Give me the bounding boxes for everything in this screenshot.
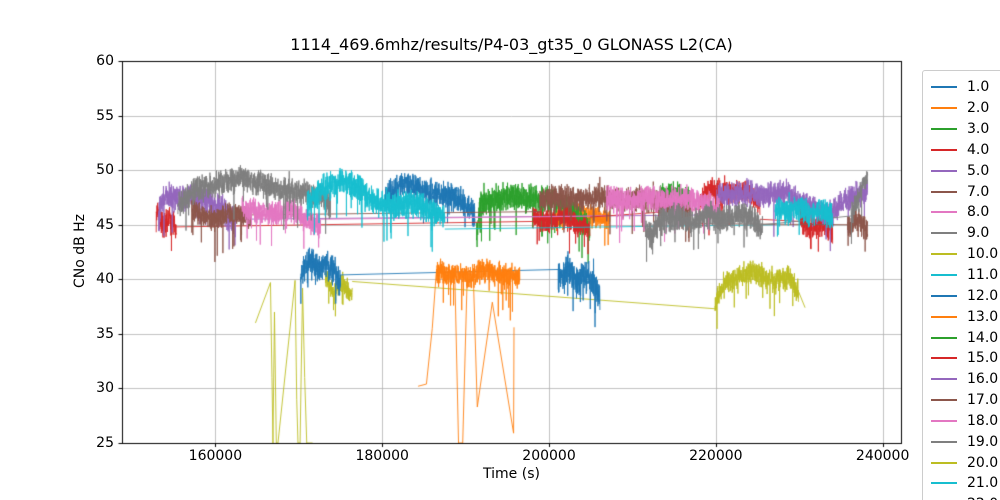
- legend-item-7.0: 7.0: [931, 181, 1000, 202]
- legend-line-sample: [931, 399, 957, 402]
- x-tick-160000: 160000: [188, 448, 243, 464]
- legend-item-4.0: 4.0: [931, 140, 1000, 161]
- legend-item-11.0: 11.0: [931, 265, 1000, 286]
- legend-line-sample: [931, 315, 957, 318]
- legend-line-sample: [931, 378, 957, 381]
- legend-line-sample: [931, 357, 957, 360]
- legend-line-sample: [931, 128, 957, 131]
- legend-label: 1.0: [967, 79, 990, 96]
- y-tick-40: 40: [96, 271, 114, 288]
- legend-label: 12.0: [967, 287, 999, 304]
- legend-line-sample: [931, 440, 957, 443]
- x-tick-180000: 180000: [355, 448, 409, 464]
- legend-item-22.0: 22.0: [931, 494, 1000, 500]
- legend-line-sample: [931, 294, 957, 297]
- legend-label: 11.0: [967, 267, 999, 284]
- legend-label: 22.0: [967, 496, 998, 500]
- legend-line-sample: [931, 169, 957, 172]
- legend-label: 5.0: [967, 162, 990, 179]
- legend: 1.0 2.0 3.0 4.0 5.0 7.0 8.0 9.0 10.0 11.0 12.0 13.0…: [922, 70, 1000, 500]
- y-tick-45: 45: [96, 216, 114, 233]
- legend-label: 2.0: [967, 100, 990, 117]
- legend-label: 4.0: [967, 141, 990, 158]
- legend-item-15.0: 15.0: [931, 348, 1000, 369]
- legend-item-8.0: 8.0: [931, 202, 1000, 223]
- legend-line-sample: [931, 107, 957, 110]
- legend-label: 16.0: [967, 371, 999, 388]
- legend-label: 21.0: [967, 475, 999, 492]
- legend-line-sample: [931, 419, 957, 422]
- x-axis-label: Time (s): [483, 466, 540, 482]
- y-tick-25: 25: [96, 435, 114, 451]
- legend-line-sample: [931, 86, 957, 89]
- legend-label: 13.0: [967, 308, 999, 325]
- legend-item-1.0: 1.0: [931, 77, 1000, 98]
- legend-label: 17.0: [967, 392, 999, 409]
- legend-line-sample: [931, 253, 957, 256]
- legend-line-sample: [931, 148, 957, 151]
- legend-line-sample: [931, 211, 957, 214]
- legend-item-3.0: 3.0: [931, 119, 1000, 140]
- legend-item-14.0: 14.0: [931, 327, 1000, 348]
- legend-label: 7.0: [967, 183, 990, 200]
- x-tick-200000: 200000: [522, 448, 576, 464]
- y-tick-60: 60: [96, 53, 114, 69]
- legend-item-19.0: 19.0: [931, 431, 1000, 452]
- legend-item-20.0: 20.0: [931, 452, 1000, 473]
- legend-label: 18.0: [967, 412, 999, 429]
- legend-item-9.0: 9.0: [931, 223, 1000, 244]
- legend-line-sample: [931, 190, 957, 193]
- legend-item-17.0: 17.0: [931, 390, 1000, 411]
- y-tick-50: 50: [96, 162, 114, 179]
- legend-item-21.0: 21.0: [931, 473, 1000, 494]
- legend-line-sample: [931, 232, 957, 235]
- legend-label: 3.0: [967, 121, 990, 138]
- legend-line-sample: [931, 482, 957, 485]
- chart-title: 1114_469.6mhz/results/P4-03_gt35_0 GLONA…: [290, 35, 733, 54]
- legend-item-18.0: 18.0: [931, 411, 1000, 432]
- x-tick-220000: 220000: [689, 448, 743, 464]
- legend-label: 9.0: [967, 225, 990, 242]
- x-tick-240000: 240000: [855, 448, 910, 464]
- legend-label: 10.0: [967, 246, 999, 263]
- y-tick-55: 55: [96, 107, 114, 124]
- legend-label: 19.0: [967, 433, 999, 450]
- y-tick-35: 35: [96, 325, 114, 342]
- y-tick-30: 30: [96, 380, 114, 397]
- legend-line-sample: [931, 336, 957, 339]
- legend-item-2.0: 2.0: [931, 98, 1000, 119]
- legend-line-sample: [931, 274, 957, 277]
- legend-label: 14.0: [967, 329, 999, 346]
- legend-item-12.0: 12.0: [931, 285, 1000, 306]
- legend-item-16.0: 16.0: [931, 369, 1000, 390]
- legend-label: 8.0: [967, 204, 990, 221]
- legend-item-5.0: 5.0: [931, 160, 1000, 181]
- legend-label: 20.0: [967, 454, 999, 471]
- legend-label: 15.0: [967, 350, 999, 367]
- legend-line-sample: [931, 461, 957, 464]
- legend-item-13.0: 13.0: [931, 306, 1000, 327]
- legend-item-10.0: 10.0: [931, 244, 1000, 265]
